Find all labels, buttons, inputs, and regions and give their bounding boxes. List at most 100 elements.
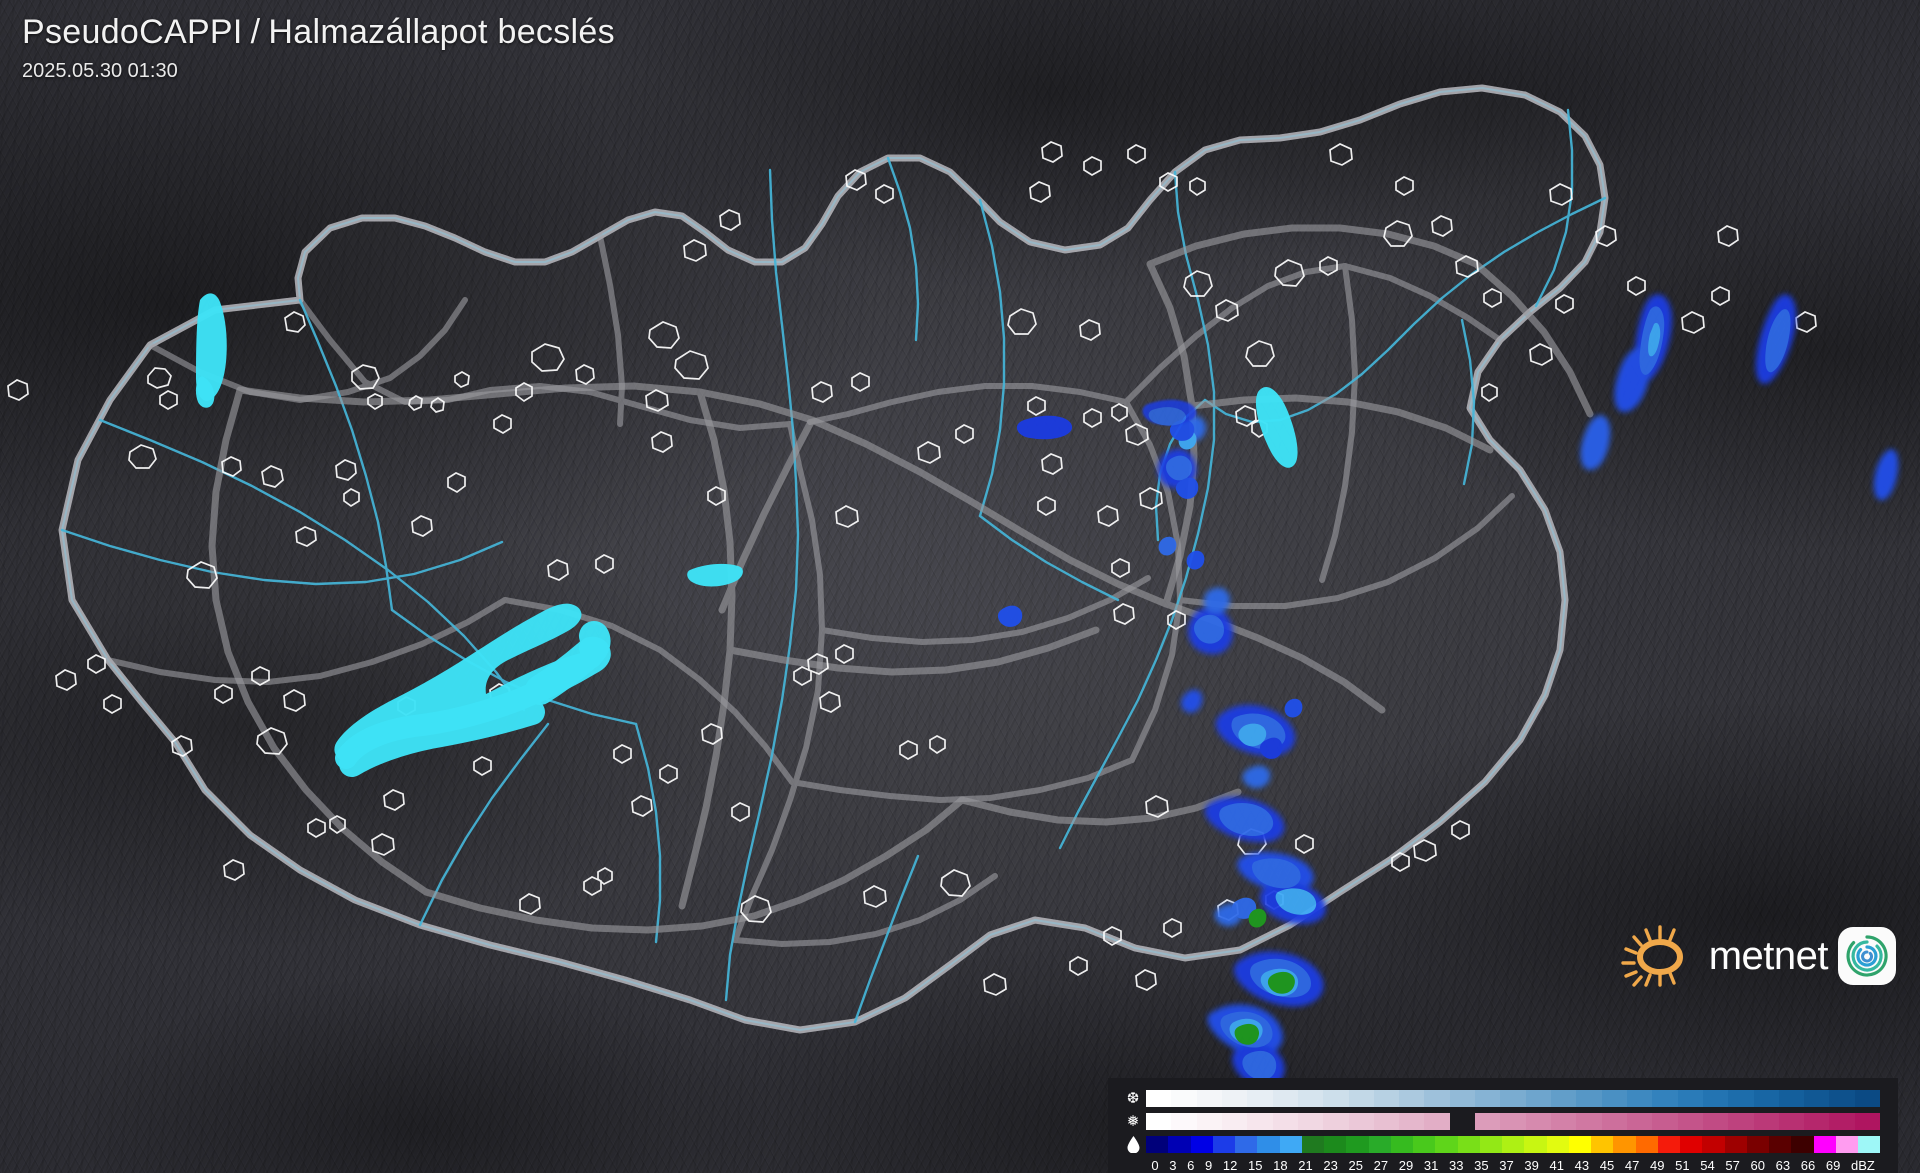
legend-swatch-22 bbox=[1702, 1089, 1729, 1107]
legend-swatch-12 bbox=[1450, 1113, 1475, 1130]
legend-tick-66: 66 bbox=[1800, 1158, 1816, 1173]
legend-swatch-13 bbox=[1475, 1112, 1501, 1130]
legend-swatch-3 bbox=[1221, 1089, 1248, 1107]
legend-swatch-24 bbox=[1753, 1112, 1779, 1130]
legend-swatch-22 bbox=[1702, 1112, 1729, 1130]
lakes bbox=[195, 293, 1298, 777]
legend-tick-47: 47 bbox=[1624, 1158, 1640, 1173]
legend-swatch-1 bbox=[1168, 1135, 1191, 1153]
legend-tick-18: 18 bbox=[1273, 1158, 1288, 1173]
legend-tick-0: 0 bbox=[1151, 1158, 1159, 1173]
legend-swatch-7 bbox=[1323, 1112, 1349, 1130]
legend-swatch-3 bbox=[1221, 1112, 1248, 1130]
legend-swatch-14 bbox=[1500, 1112, 1526, 1130]
legend-swatch-22 bbox=[1635, 1135, 1658, 1153]
legend-swatch-21 bbox=[1613, 1135, 1636, 1153]
legend-swatch-19 bbox=[1626, 1112, 1653, 1130]
legend-tick-6: 6 bbox=[1187, 1158, 1195, 1173]
legend-tick-57: 57 bbox=[1725, 1158, 1740, 1173]
legend-swatch-2 bbox=[1190, 1135, 1213, 1153]
legend-swatch-8 bbox=[1324, 1135, 1347, 1153]
legend-swatch-16 bbox=[1551, 1112, 1577, 1130]
legend-swatch-5 bbox=[1272, 1089, 1298, 1107]
legend-swatch-16 bbox=[1551, 1089, 1577, 1107]
legend-swatch-6 bbox=[1297, 1112, 1324, 1130]
legend-tick-35: 35 bbox=[1474, 1158, 1489, 1173]
legend-swatch-0 bbox=[1146, 1112, 1172, 1130]
legend-tick-15: 15 bbox=[1248, 1158, 1263, 1173]
metnet-badge[interactable] bbox=[1838, 927, 1896, 985]
legend-swatch-25 bbox=[1778, 1112, 1805, 1130]
rivers bbox=[60, 108, 1607, 1024]
legend-swatch-19 bbox=[1626, 1089, 1653, 1107]
legend-swatch-25 bbox=[1702, 1135, 1725, 1153]
legend-swatch-16 bbox=[1502, 1135, 1525, 1153]
legend-swatch-10 bbox=[1399, 1089, 1425, 1107]
spiral-badge-icon bbox=[1846, 935, 1888, 977]
legend-swatch-8 bbox=[1348, 1112, 1374, 1130]
sleet-icon: ❅ bbox=[1126, 1112, 1140, 1130]
legend-swatch-25 bbox=[1778, 1089, 1805, 1107]
legend-row-snow: ❆ bbox=[1120, 1088, 1881, 1108]
legend-swatch-15 bbox=[1525, 1089, 1551, 1107]
legend-swatch-21 bbox=[1677, 1112, 1703, 1130]
legend-swatch-24 bbox=[1680, 1135, 1703, 1153]
legend-swatch-21 bbox=[1677, 1089, 1703, 1107]
metnet-logo[interactable]: metnet bbox=[1621, 925, 1896, 987]
legend-tick-39: 39 bbox=[1524, 1158, 1539, 1173]
legend-swatch-26 bbox=[1804, 1089, 1830, 1107]
legend-swatch-1 bbox=[1171, 1089, 1197, 1107]
legend-swatch-27 bbox=[1829, 1112, 1855, 1130]
legend-swatch-13 bbox=[1475, 1089, 1501, 1107]
legend-swatch-11 bbox=[1424, 1112, 1450, 1130]
legend-swatch-7 bbox=[1301, 1135, 1324, 1153]
legend-bar-rain bbox=[1146, 1135, 1881, 1153]
legend-swatch-4 bbox=[1247, 1089, 1273, 1107]
legend-swatch-20 bbox=[1652, 1089, 1678, 1107]
legend-swatch-9 bbox=[1373, 1112, 1400, 1130]
legend-swatch-6 bbox=[1279, 1135, 1302, 1153]
legend-tick-25: 25 bbox=[1348, 1158, 1363, 1173]
legend-swatch-5 bbox=[1257, 1135, 1280, 1153]
legend-swatch-3 bbox=[1212, 1135, 1235, 1153]
subproduct-name: Halmazállapot becslés bbox=[268, 13, 615, 51]
legend-swatch-14 bbox=[1500, 1089, 1526, 1107]
legend-swatch-11 bbox=[1424, 1089, 1450, 1107]
legend-swatch-10 bbox=[1368, 1135, 1391, 1153]
legend-tick-21: 21 bbox=[1298, 1158, 1313, 1173]
legend-swatch-0 bbox=[1146, 1135, 1169, 1153]
legend-swatch-28 bbox=[1854, 1112, 1881, 1130]
legend-swatch-15 bbox=[1525, 1112, 1551, 1130]
legend-tick-45: 45 bbox=[1599, 1158, 1615, 1173]
legend-swatch-23 bbox=[1728, 1089, 1754, 1107]
legend-swatch-7 bbox=[1323, 1089, 1349, 1107]
dbz-legend: ❆ ❅ 0 3 6 9 12 15 18 21 23 25 27 29 31 33 35 37 39 41 43 45… bbox=[1108, 1078, 1898, 1173]
legend-swatch-8 bbox=[1348, 1089, 1374, 1107]
legend-swatch-28 bbox=[1854, 1089, 1881, 1107]
legend-swatch-4 bbox=[1235, 1135, 1258, 1153]
legend-swatch-18 bbox=[1546, 1135, 1569, 1153]
legend-swatch-9 bbox=[1373, 1089, 1400, 1107]
legend-swatch-17 bbox=[1524, 1135, 1547, 1153]
road-network bbox=[208, 224, 1594, 934]
legend-swatch-20 bbox=[1652, 1112, 1678, 1130]
legend-swatch-14 bbox=[1457, 1135, 1480, 1153]
legend-swatch-26 bbox=[1724, 1135, 1747, 1153]
legend-tick-49: 49 bbox=[1650, 1158, 1665, 1173]
lake-velence bbox=[687, 563, 743, 587]
legend-tick-9: 9 bbox=[1205, 1158, 1213, 1173]
legend-swatch-31 bbox=[1835, 1135, 1858, 1153]
product-name: PseudoCAPPI bbox=[22, 13, 243, 51]
legend-swatch-18 bbox=[1601, 1089, 1627, 1107]
legend-tick-51: 51 bbox=[1675, 1158, 1690, 1173]
sun-icon bbox=[1621, 925, 1683, 987]
raindrop-icon bbox=[1120, 1134, 1146, 1154]
legend-swatch-2 bbox=[1196, 1089, 1222, 1107]
legend-swatch-23 bbox=[1657, 1135, 1680, 1153]
legend-swatch-1 bbox=[1171, 1112, 1197, 1130]
legend-swatch-26 bbox=[1804, 1112, 1830, 1130]
